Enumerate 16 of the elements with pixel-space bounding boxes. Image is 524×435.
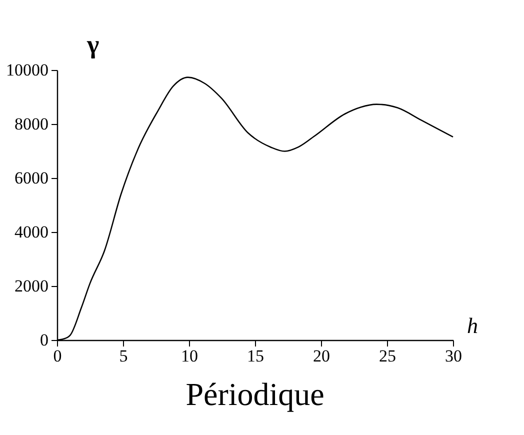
y-axis-title: γ (86, 30, 100, 59)
x-tick-label: 0 (53, 346, 62, 366)
y-tick-label: 2000 (14, 276, 48, 296)
x-tick-label: 25 (379, 346, 396, 366)
y-tick-label: 0 (40, 330, 48, 350)
x-tick-label: 10 (181, 346, 198, 366)
y-tick-label: 10000 (6, 60, 48, 80)
text: Périodique (186, 376, 324, 412)
y-tick-label: 4000 (14, 222, 48, 242)
x-tick-label: 30 (445, 346, 462, 366)
x-tick-label: 5 (119, 346, 128, 366)
x-tick-label: 20 (313, 346, 330, 366)
x-tick-label: 15 (247, 346, 264, 366)
y-tick-label: 6000 (14, 168, 48, 188)
y-tick-label: 8000 (14, 114, 48, 134)
x-axis-title: h (467, 313, 478, 338)
